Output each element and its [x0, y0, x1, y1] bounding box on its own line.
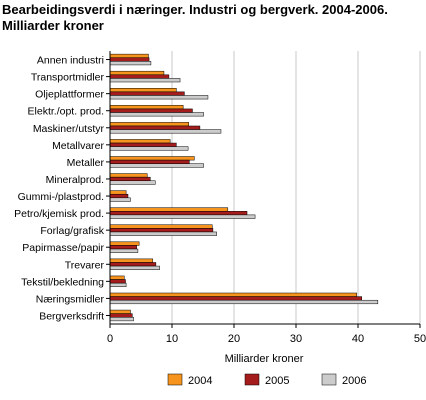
bar	[109, 197, 131, 202]
bar	[109, 275, 125, 280]
bar	[109, 313, 133, 318]
bar	[109, 292, 358, 297]
bar	[109, 231, 217, 236]
legend-swatch	[321, 373, 337, 386]
bar	[109, 112, 204, 117]
bar	[109, 142, 177, 147]
legend-label: 2005	[265, 375, 289, 387]
bar	[109, 265, 160, 270]
bar	[109, 224, 213, 229]
category-label: Metaller	[67, 157, 105, 169]
category-label: Oljeplattformer	[35, 89, 104, 101]
bar	[109, 105, 184, 110]
bar	[109, 180, 156, 185]
bar	[109, 108, 193, 113]
x-tick-label: 50	[414, 333, 426, 345]
legend-swatch	[167, 373, 183, 386]
legend-swatch	[244, 373, 260, 386]
bar	[109, 163, 204, 168]
bar	[109, 296, 362, 301]
bar	[109, 190, 127, 195]
category-label: Gummi-/plastprod.	[18, 191, 104, 203]
category-label: Bergverksdrift	[39, 310, 104, 322]
category-label: Elektr./opt. prod.	[28, 106, 104, 118]
x-tick-label: 10	[166, 333, 178, 345]
x-tick-label: 40	[352, 333, 364, 345]
chart-title-line1: Bearbeidingsverdi i næringer. Industri o…	[2, 2, 388, 17]
bar	[109, 207, 229, 212]
category-label: Maskiner/utstyr	[33, 123, 105, 135]
bar	[109, 122, 189, 127]
category-label: Næringsmidler	[36, 293, 105, 305]
x-tick-label: 20	[228, 333, 240, 345]
x-tick-label: 30	[290, 333, 302, 345]
bar	[109, 309, 131, 314]
chart-title-line2: Milliarder kroner	[2, 18, 104, 33]
bar	[109, 279, 126, 284]
legend-label: 2004	[188, 375, 212, 387]
category-label: Papirmasse/papir	[22, 242, 104, 254]
bar	[109, 245, 137, 250]
bar	[109, 74, 170, 79]
bar	[109, 88, 177, 93]
bar	[109, 193, 129, 199]
bar	[109, 129, 222, 134]
chart-title: Bearbeidingsverdi i næringer. Industri o…	[2, 2, 422, 34]
category-label: Mineralprod.	[46, 174, 104, 186]
bar	[109, 57, 150, 62]
category-label: Annen industri	[37, 55, 104, 67]
bar	[109, 95, 209, 100]
bar	[109, 173, 148, 178]
bar	[109, 176, 151, 182]
category-label: Forlag/grafisk	[40, 225, 104, 237]
bar	[109, 91, 185, 96]
bar	[109, 139, 171, 144]
bar	[109, 146, 189, 151]
bar	[109, 78, 181, 83]
bar	[109, 214, 256, 219]
bar	[109, 70, 165, 76]
x-tick-label: 0	[107, 333, 113, 345]
category-label: Trevarer	[65, 259, 105, 271]
bar	[109, 282, 127, 287]
bar	[109, 299, 379, 305]
bar	[109, 156, 195, 161]
x-axis-title: Milliarder kroner	[225, 353, 304, 365]
category-label: Metallvarer	[52, 140, 104, 152]
category-label: Tekstil/bekledning	[21, 276, 104, 288]
bar	[109, 317, 134, 322]
bar	[109, 228, 214, 233]
category-label: Transportmidler	[31, 72, 105, 84]
category-label: Petro/kjemisk prod.	[14, 208, 104, 220]
bar	[109, 258, 154, 263]
bar	[109, 53, 149, 58]
bar	[109, 159, 190, 164]
bar	[109, 248, 139, 253]
bar	[109, 61, 152, 66]
legend-label: 2006	[342, 375, 366, 387]
bar	[109, 211, 248, 216]
bar	[109, 241, 140, 246]
bar	[109, 262, 157, 267]
bar	[109, 125, 201, 130]
